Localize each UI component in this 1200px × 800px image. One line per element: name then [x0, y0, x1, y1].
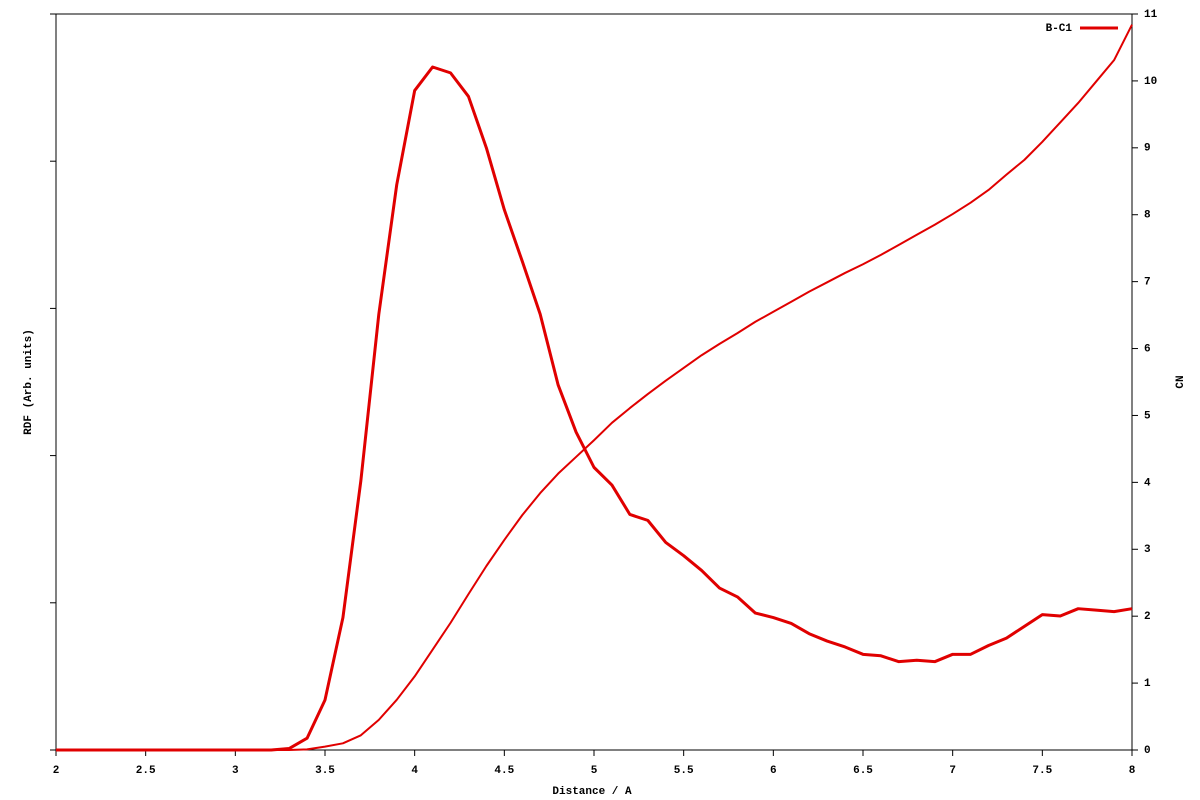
y2-tick-label: 11 [1144, 9, 1158, 21]
x-tick-label: 4 [411, 765, 418, 777]
y2-tick-label: 7 [1144, 277, 1151, 289]
x-tick-label: 3 [232, 765, 239, 777]
y2-tick-label: 3 [1144, 544, 1151, 556]
x-tick-label: 2.5 [136, 765, 156, 777]
y2-tick-label: 10 [1144, 76, 1157, 88]
y2-tick-label: 5 [1144, 410, 1151, 422]
y2-tick-label: 2 [1144, 611, 1151, 623]
x-tick-label: 8 [1129, 765, 1136, 777]
y2-tick-label: 4 [1144, 477, 1151, 489]
y2-tick-label: 8 [1144, 210, 1151, 222]
data-line [56, 65, 1133, 752]
legend-label: B-C1 [1046, 23, 1073, 35]
y-axis-label: RDF (Arb. units) [23, 329, 35, 435]
x-tick-label: 6.5 [853, 765, 873, 777]
plot-frame [55, 13, 1133, 751]
x-tick-label: 7 [949, 765, 956, 777]
x-tick-label: 5.5 [674, 765, 694, 777]
y2-tick-label: 0 [1144, 745, 1151, 757]
y2-tick-label: 1 [1144, 678, 1151, 690]
y2-tick-label: 6 [1144, 343, 1151, 355]
x-tick-label: 2 [53, 765, 60, 777]
y2-tick-label: 9 [1144, 143, 1151, 155]
x-tick-label: 6 [770, 765, 777, 777]
x-tick-label: 4.5 [494, 765, 514, 777]
x-axis-label: Distance / A [552, 786, 632, 798]
y2-axis-label: CN [1175, 375, 1187, 388]
x-tick-label: 3.5 [315, 765, 335, 777]
x-tick-label: 7.5 [1032, 765, 1052, 777]
data-line [56, 24, 1133, 751]
x-tick-label: 5 [591, 765, 598, 777]
